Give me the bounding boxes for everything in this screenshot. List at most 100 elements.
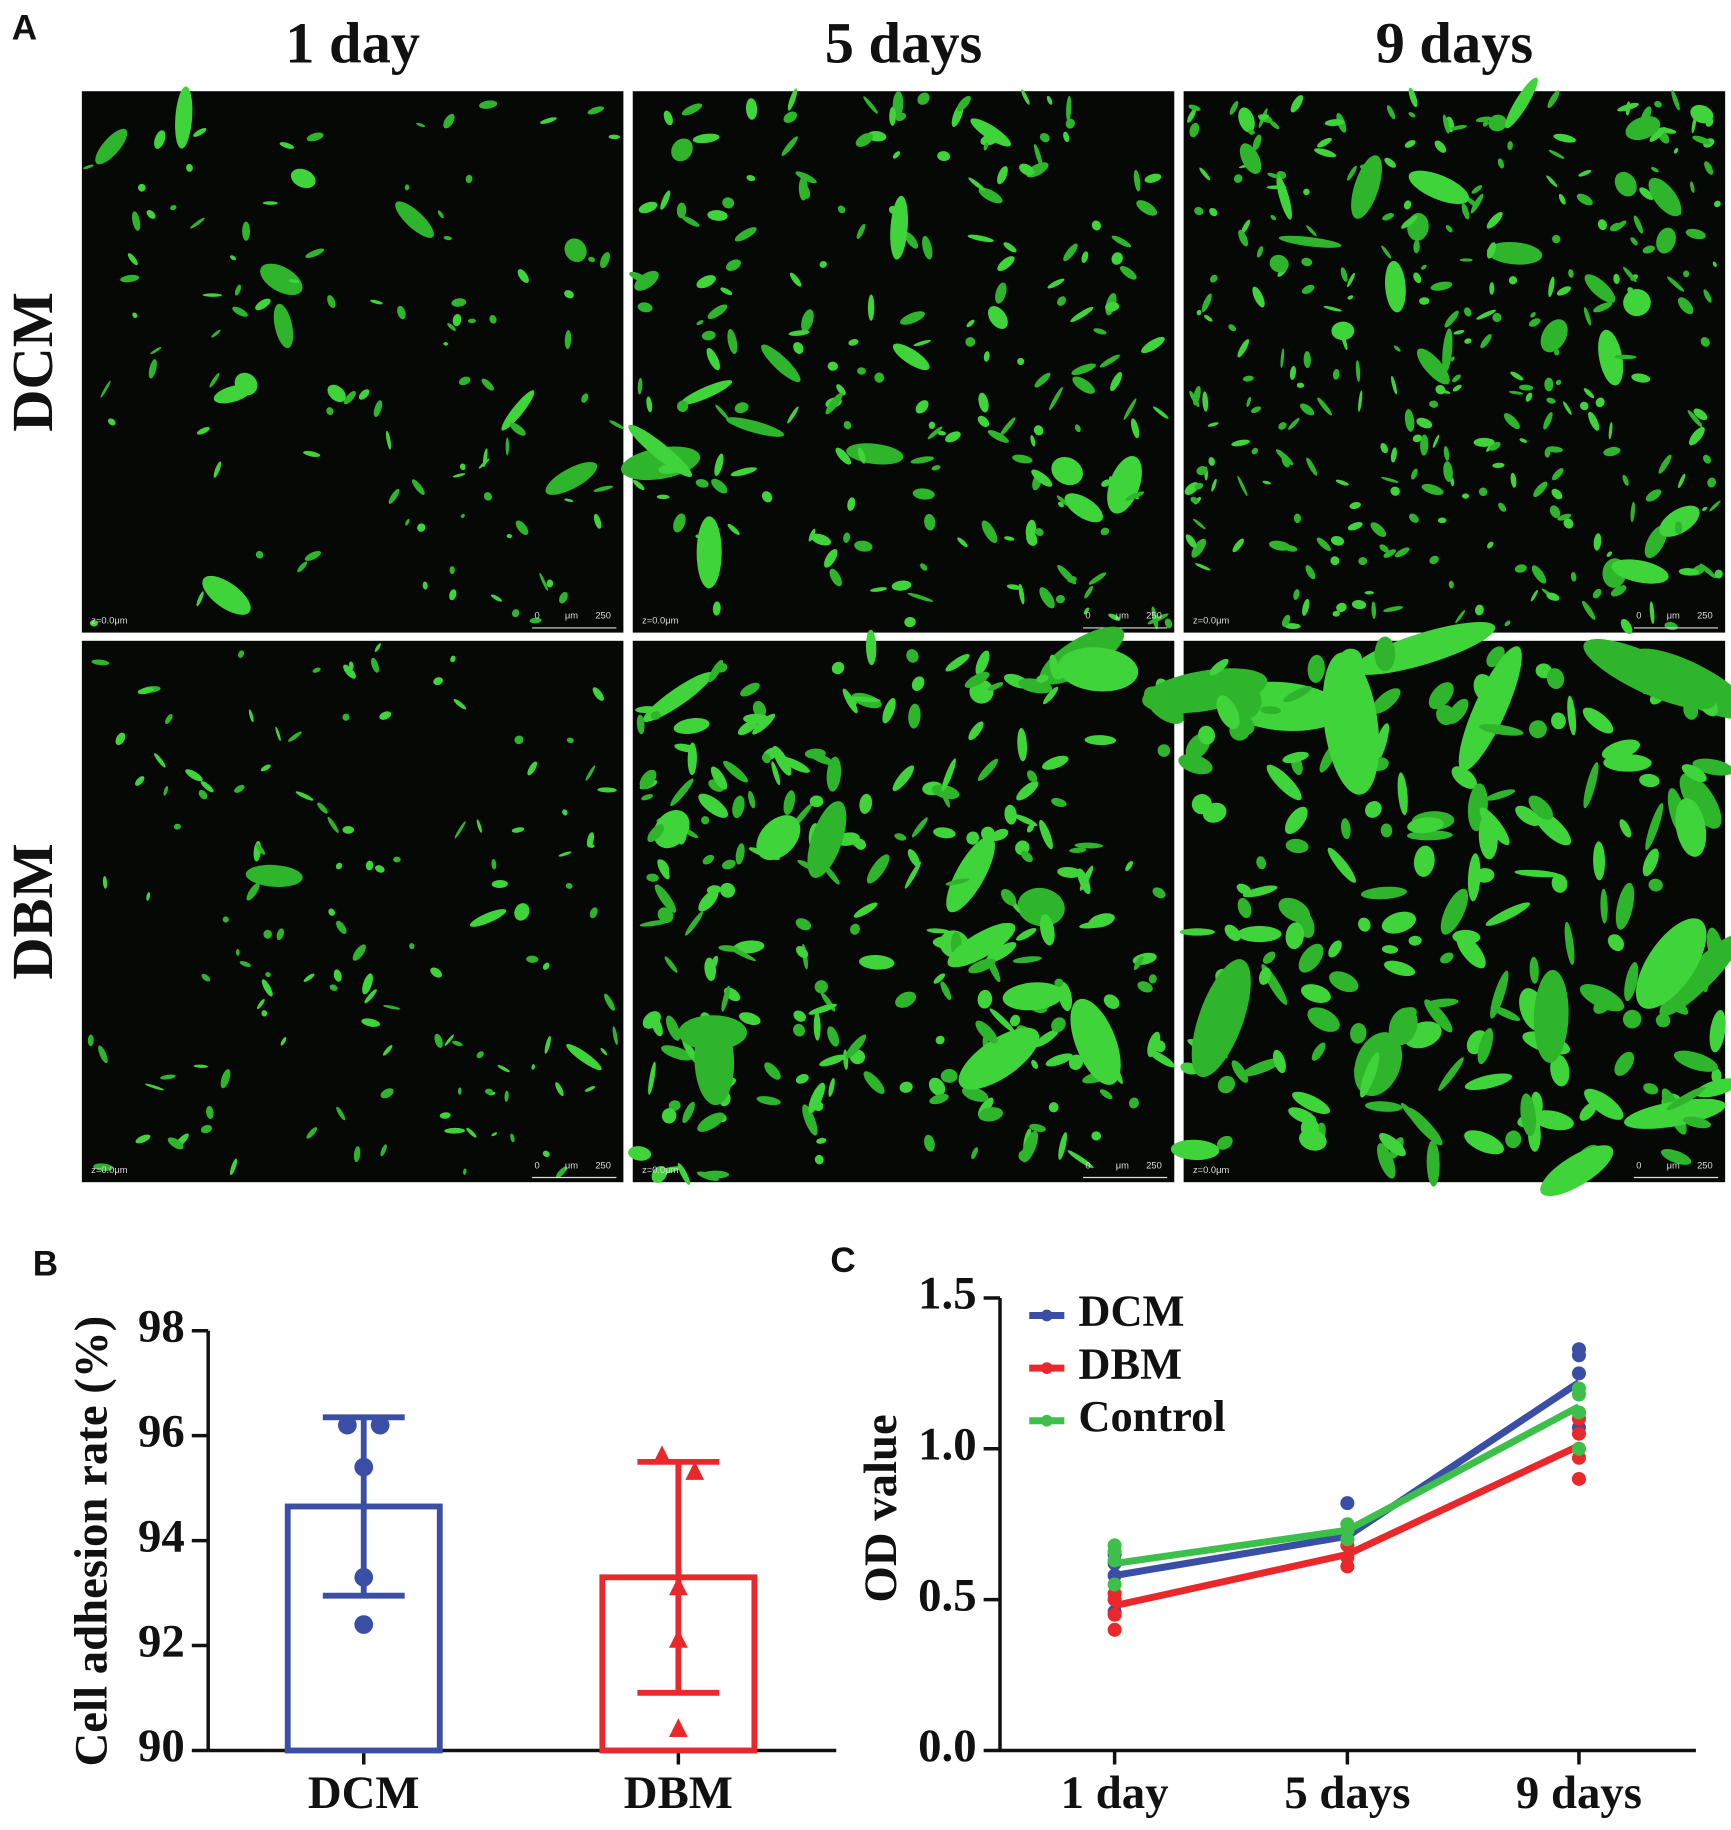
data-point bbox=[669, 1718, 688, 1737]
cell bbox=[1690, 104, 1714, 124]
cell bbox=[922, 235, 933, 260]
cell bbox=[1004, 804, 1017, 825]
cell bbox=[150, 346, 162, 355]
cell bbox=[1057, 867, 1082, 878]
cell bbox=[737, 720, 758, 736]
cell bbox=[1233, 174, 1243, 183]
cell bbox=[1027, 770, 1038, 783]
cell bbox=[1442, 114, 1450, 134]
cell bbox=[1648, 543, 1661, 551]
cell bbox=[701, 1170, 730, 1179]
cell bbox=[443, 235, 452, 241]
cell bbox=[913, 339, 931, 347]
z-label: z=0.0μm bbox=[642, 615, 679, 625]
cell bbox=[585, 765, 596, 781]
cell bbox=[600, 252, 610, 269]
cell bbox=[917, 92, 930, 105]
cell bbox=[1384, 960, 1416, 977]
cell bbox=[1239, 143, 1262, 175]
cell bbox=[1519, 438, 1528, 443]
cell bbox=[1419, 297, 1430, 305]
cell bbox=[132, 312, 138, 319]
cell bbox=[1258, 114, 1270, 121]
cell bbox=[809, 752, 835, 766]
cell bbox=[185, 769, 203, 782]
cell bbox=[1603, 754, 1652, 772]
cell bbox=[1692, 758, 1731, 776]
cell bbox=[1290, 95, 1304, 113]
cell bbox=[1328, 940, 1342, 958]
cell bbox=[853, 902, 878, 918]
cell bbox=[931, 784, 960, 800]
cell bbox=[1416, 348, 1450, 385]
cell bbox=[1600, 888, 1608, 924]
cell bbox=[1224, 924, 1241, 942]
cell bbox=[604, 993, 615, 1011]
cell bbox=[1703, 454, 1712, 464]
cell bbox=[1012, 956, 1042, 964]
cell bbox=[1259, 706, 1281, 715]
cell bbox=[1610, 585, 1627, 597]
cell bbox=[1327, 847, 1356, 883]
cell bbox=[255, 298, 271, 311]
cell bbox=[793, 1023, 805, 1037]
cell bbox=[1515, 805, 1541, 827]
cell bbox=[1430, 281, 1453, 291]
cell bbox=[733, 940, 765, 954]
cell bbox=[1479, 807, 1510, 846]
cell bbox=[120, 274, 140, 283]
scale-unit: μm bbox=[1667, 1160, 1680, 1170]
cell bbox=[734, 227, 757, 242]
cell bbox=[814, 980, 828, 994]
cell bbox=[802, 1104, 818, 1136]
cell bbox=[748, 790, 756, 809]
data-point bbox=[1571, 1366, 1586, 1381]
cell bbox=[526, 955, 539, 963]
cell bbox=[1614, 171, 1637, 197]
cell bbox=[1242, 1058, 1283, 1077]
cell bbox=[137, 183, 146, 192]
cell bbox=[1088, 913, 1115, 928]
cell bbox=[491, 879, 508, 888]
cell bbox=[966, 319, 975, 328]
cell bbox=[842, 688, 858, 714]
cell bbox=[892, 151, 901, 159]
cell bbox=[855, 133, 873, 147]
cell bbox=[1284, 623, 1301, 630]
cell bbox=[479, 100, 498, 109]
cell bbox=[1004, 536, 1015, 541]
cell bbox=[1084, 735, 1117, 746]
cell bbox=[908, 703, 921, 729]
panel-label: C bbox=[830, 1241, 855, 1280]
cell bbox=[882, 698, 896, 724]
cell bbox=[89, 619, 98, 627]
cell bbox=[1508, 390, 1524, 395]
cell bbox=[1550, 1054, 1570, 1087]
cell bbox=[1443, 461, 1453, 482]
cell bbox=[987, 430, 1009, 443]
cell bbox=[1043, 686, 1059, 705]
cell bbox=[1123, 398, 1137, 420]
cell bbox=[295, 791, 314, 801]
cell bbox=[983, 351, 990, 362]
cell bbox=[115, 732, 126, 746]
legend-label: Control bbox=[1078, 1391, 1225, 1441]
cell bbox=[469, 909, 507, 927]
cell bbox=[135, 1134, 151, 1144]
cell bbox=[889, 106, 896, 126]
cell bbox=[1470, 193, 1484, 214]
cell bbox=[1355, 360, 1361, 382]
cell bbox=[981, 520, 998, 544]
cell bbox=[1340, 331, 1348, 351]
cell bbox=[1625, 116, 1661, 141]
cell bbox=[1083, 607, 1090, 615]
cell bbox=[1613, 273, 1620, 284]
cell bbox=[451, 298, 467, 307]
cell bbox=[1712, 261, 1717, 267]
cell bbox=[1467, 853, 1481, 902]
cell bbox=[146, 892, 151, 901]
cell bbox=[1583, 388, 1595, 399]
cell bbox=[904, 861, 921, 889]
cell bbox=[1133, 169, 1141, 192]
series-line bbox=[1114, 1403, 1581, 1567]
